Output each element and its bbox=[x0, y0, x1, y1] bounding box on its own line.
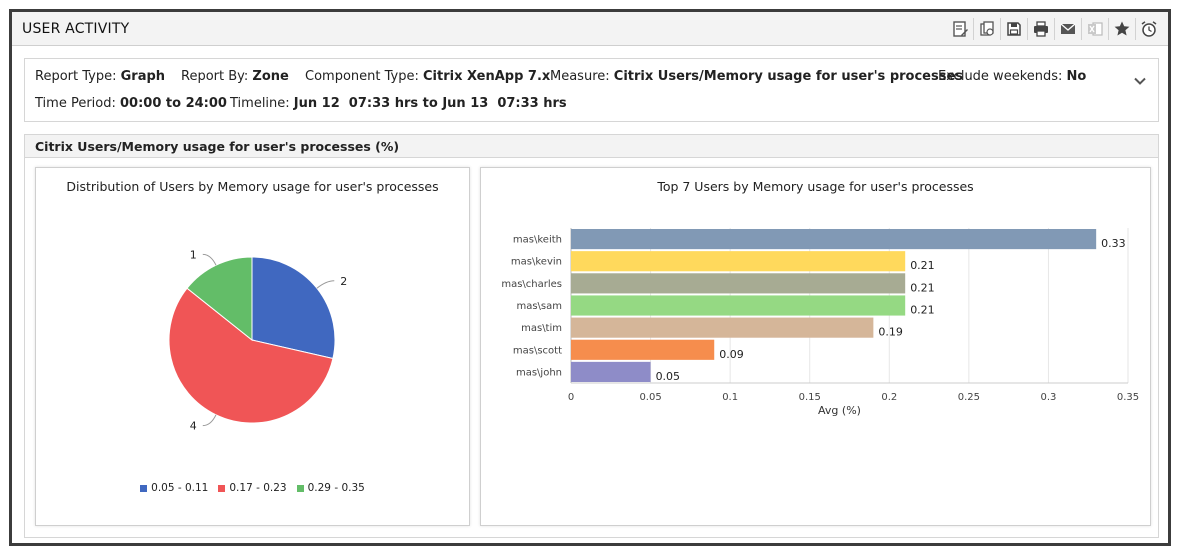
pie-legend-item-1[interactable]: 0.17 - 0.23 bbox=[218, 482, 287, 494]
title-bar: USER ACTIVITY bbox=[12, 12, 1168, 46]
report-by: Report By: Zone bbox=[181, 69, 289, 84]
bar-value-label: 0.21 bbox=[910, 281, 935, 294]
bar-value-label: 0.33 bbox=[1101, 237, 1126, 250]
chart-panel: Citrix Users/Memory usage for user's pro… bbox=[24, 134, 1159, 538]
bar-value-label: 0.21 bbox=[910, 259, 935, 272]
pie-connector-1 bbox=[202, 414, 217, 427]
y-category-label: mas\kevin bbox=[511, 257, 562, 268]
bar-value-label: 0.19 bbox=[878, 326, 903, 339]
chevron-down-icon[interactable] bbox=[1132, 73, 1148, 89]
pie-slice-0[interactable] bbox=[251, 256, 336, 360]
favorite-icon[interactable] bbox=[1109, 18, 1136, 40]
pie-data-label-0: 2 bbox=[340, 275, 347, 288]
x-tick-label: 0 bbox=[568, 392, 574, 403]
pie-chart-title: Distribution of Users by Memory usage fo… bbox=[66, 179, 439, 194]
x-tick-label: 0.2 bbox=[881, 392, 897, 403]
report-type: Report Type: Graph bbox=[35, 69, 166, 84]
excel-icon[interactable] bbox=[1082, 18, 1109, 40]
x-axis-title: Avg (%) bbox=[818, 404, 861, 417]
report-info-box: Report Type: Graph Report By: Zone Compo… bbox=[24, 58, 1159, 122]
edit-report-icon[interactable] bbox=[947, 18, 974, 40]
pie-data-label-2: 1 bbox=[190, 248, 197, 261]
x-tick-label: 0.35 bbox=[1117, 392, 1139, 403]
legend-label-1: 0.17 - 0.23 bbox=[229, 482, 287, 494]
legend-label-2: 0.29 - 0.35 bbox=[307, 482, 365, 494]
bar-chart-card: Top 7 Users by Memory usage for user's p… bbox=[480, 167, 1151, 526]
alarm-icon[interactable] bbox=[1136, 18, 1162, 40]
bar-value-label: 0.05 bbox=[656, 370, 681, 383]
report-window: USER ACTIVITY bbox=[9, 9, 1171, 546]
y-category-label: mas\scott bbox=[513, 345, 562, 356]
exclude-weekends: Exclude weekends: No bbox=[938, 69, 1087, 84]
pie-chart: 2 4 1 bbox=[168, 248, 347, 433]
legend-swatch-1 bbox=[218, 484, 226, 492]
bar-chart: 0 0.05 0.1 0.15 0.2 0.25 0.3 0.35 mas\keith 0.33 m… bbox=[501, 228, 1139, 417]
email-icon[interactable] bbox=[1055, 18, 1082, 40]
legend-swatch-2 bbox=[296, 484, 304, 492]
bar-3[interactable] bbox=[571, 295, 906, 316]
legend-label-0: 0.05 - 0.11 bbox=[151, 482, 209, 494]
y-category-label: mas\tim bbox=[521, 323, 562, 334]
x-tick-label: 0.3 bbox=[1040, 392, 1056, 403]
y-category-label: mas\keith bbox=[513, 235, 562, 246]
pie-chart-card: Distribution of Users by Memory usage fo… bbox=[35, 167, 470, 526]
panel-header: Citrix Users/Memory usage for user's pro… bbox=[25, 135, 1158, 158]
y-category-label: mas\charles bbox=[501, 279, 562, 290]
window-title: USER ACTIVITY bbox=[22, 21, 130, 37]
bar-2[interactable] bbox=[571, 273, 906, 294]
pie-connector-0 bbox=[316, 280, 335, 289]
bar-value-label: 0.09 bbox=[719, 348, 744, 361]
bar-chart-title: Top 7 Users by Memory usage for user's p… bbox=[657, 179, 974, 194]
copy-icon[interactable] bbox=[974, 18, 1001, 40]
x-tick-label: 0.15 bbox=[799, 392, 821, 403]
measure: Measure: Citrix Users/Memory usage for u… bbox=[550, 69, 964, 84]
pie-legend-item-2[interactable]: 0.29 - 0.35 bbox=[296, 482, 365, 494]
toolbar bbox=[947, 18, 1162, 40]
pie-legend: 0.05 - 0.11 0.17 - 0.23 0.29 - 0.35 bbox=[36, 482, 469, 494]
bar-1[interactable] bbox=[571, 251, 906, 272]
pie-data-label-1: 4 bbox=[190, 420, 197, 433]
pie-connector-2 bbox=[202, 253, 217, 266]
print-icon[interactable] bbox=[1028, 18, 1055, 40]
component-type: Component Type: Citrix XenApp 7.x bbox=[305, 69, 551, 84]
panel-title: Citrix Users/Memory usage for user's pro… bbox=[35, 139, 400, 154]
legend-swatch-0 bbox=[140, 484, 148, 492]
bar-value-label: 0.21 bbox=[910, 304, 935, 317]
pie-legend-item-0[interactable]: 0.05 - 0.11 bbox=[140, 482, 208, 494]
y-category-label: mas\john bbox=[516, 367, 562, 378]
save-icon[interactable] bbox=[1001, 18, 1028, 40]
x-tick-label: 0.1 bbox=[722, 392, 738, 403]
bar-0[interactable] bbox=[571, 229, 1097, 250]
timeline: Timeline: Jun 12 07:33 hrs to Jun 13 07:… bbox=[230, 96, 567, 111]
x-tick-label: 0.25 bbox=[958, 392, 980, 403]
x-tick-label: 0.05 bbox=[639, 392, 661, 403]
bar-5[interactable] bbox=[571, 339, 715, 360]
bar-4[interactable] bbox=[571, 317, 874, 338]
bar-6[interactable] bbox=[571, 361, 651, 382]
y-category-label: mas\sam bbox=[516, 301, 562, 312]
time-period: Time Period: 00:00 to 24:00 bbox=[35, 96, 227, 111]
pie-slice-1[interactable] bbox=[168, 287, 334, 424]
